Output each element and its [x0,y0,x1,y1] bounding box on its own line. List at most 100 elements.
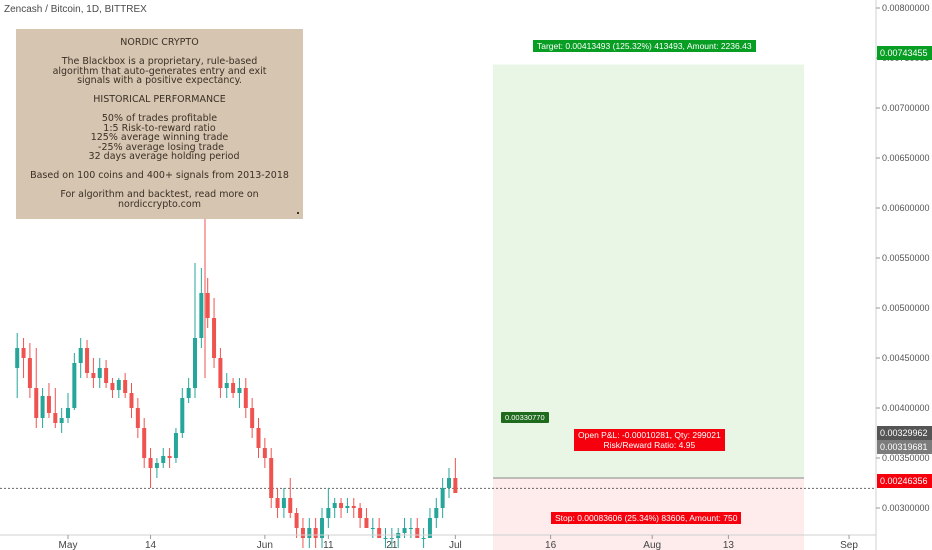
entry-price-marker[interactable]: 0.00330770 [501,412,549,423]
y-tick-label: 0.00300000 [882,503,930,513]
candle-body [377,528,382,538]
candle-body [154,463,159,468]
candle-body [135,408,140,428]
candle-body [358,508,363,518]
candle-body [142,428,147,458]
candle-body [224,383,229,388]
open-pnl-text: Open P&L: -0.00010281, Qty: 299021 [578,430,721,440]
candle-body [383,538,388,539]
candle-body [66,408,70,418]
target-zone [493,64,804,479]
candle-body [339,503,344,508]
note-text: NORDIC CRYPTO The Blackbox is a propriet… [30,37,289,210]
candle-body [78,348,83,363]
candle-body [440,488,445,508]
candle-body [148,458,153,468]
candle-body [199,293,204,338]
target-price-tag: 0.00743455 [877,46,932,60]
y-tick-label: 0.00550000 [882,253,930,263]
candle-body [364,518,369,528]
y-tick-label: 0.00450000 [882,353,930,363]
candle-body [427,518,432,538]
candle-body [256,428,261,448]
entry-price-tag: 0.00329962 [877,426,932,440]
stop-label[interactable]: Stop: 0.00083606 (25.34%) 83606, Amount:… [551,512,742,524]
pnl-label[interactable]: Open P&L: -0.00010281, Qty: 299021 Risk/… [574,429,725,451]
candle-body [421,538,426,539]
note-corner-dot [297,212,299,214]
candle-body [97,368,102,378]
y-tick-label: 0.00600000 [882,203,930,213]
candle-body [231,383,236,393]
text-note[interactable]: NORDIC CRYPTO The Blackbox is a propriet… [16,29,303,219]
candle-body [351,506,356,508]
candle-body [250,408,255,428]
candle-body [173,433,178,458]
x-tick-label: 14 [145,540,157,550]
x-tick-label: Jul [449,540,462,550]
y-tick-label: 0.00650000 [882,153,930,163]
x-tick-label: 16 [545,540,557,550]
x-tick-label: May [59,540,78,550]
candle-body [447,478,451,488]
last-price-tag: 0.00319681 [877,440,932,454]
candle-body [15,348,20,368]
candle-body [434,508,439,518]
candle-body [332,503,337,508]
candle-body [345,506,350,508]
candle-body [307,528,312,538]
risk-reward-text: Risk/Reward Ratio: 4.95 [603,440,696,450]
x-tick-label: 21 [386,540,398,550]
stop-price-tag: 0.00246356 [877,474,932,488]
candle-body [288,498,293,513]
candle-body [59,418,64,423]
candle-body [300,528,305,538]
candle-body [34,388,39,418]
candle-body [110,383,115,390]
candle-body [116,380,121,390]
x-tick-label: 11 [323,540,334,550]
x-tick-label: Aug [643,540,661,550]
candle-body [186,388,191,398]
x-tick-label: Jun [257,540,273,550]
candle-body [85,348,90,373]
candle-body [453,478,458,493]
y-tick-label: 0.00800000 [882,3,930,13]
x-tick-label: 13 [723,540,735,550]
candle-body [218,358,223,388]
candle-body [123,380,128,393]
candle-body [415,528,420,538]
candle-body [370,528,375,529]
candle-body [53,413,58,423]
candle-body [237,388,242,393]
y-tick-label: 0.00350000 [882,453,930,463]
candle-body [408,528,413,529]
y-tick-label: 0.00500000 [882,303,930,313]
candle-body [275,498,280,508]
candle-body [402,528,407,533]
candle-body [104,368,109,383]
candle-body [21,348,26,358]
symbol-title[interactable]: Zencash / Bitcoin, 1D, BITTREX [4,4,147,15]
candle-body [269,458,274,498]
y-tick-label: 0.00400000 [882,403,930,413]
target-label[interactable]: Target: 0.00413493 (125.32%) 413493, Amo… [533,40,756,52]
candle-body [326,508,331,518]
candle-body [294,513,299,528]
candle-body [205,293,210,318]
candle-body [129,393,134,408]
candle-body [40,396,45,418]
candle-body [91,373,96,378]
candle-body [167,456,172,458]
y-tick-label: 0.00700000 [882,103,930,113]
candle-body [161,456,166,463]
candle-body [212,318,217,358]
candle-body [180,398,185,433]
candle-body [243,388,248,408]
candle-body [27,358,32,388]
candle-body [72,363,77,408]
candle-body [262,448,267,458]
x-tick-label: Sep [840,540,858,550]
candle-body [193,338,197,388]
